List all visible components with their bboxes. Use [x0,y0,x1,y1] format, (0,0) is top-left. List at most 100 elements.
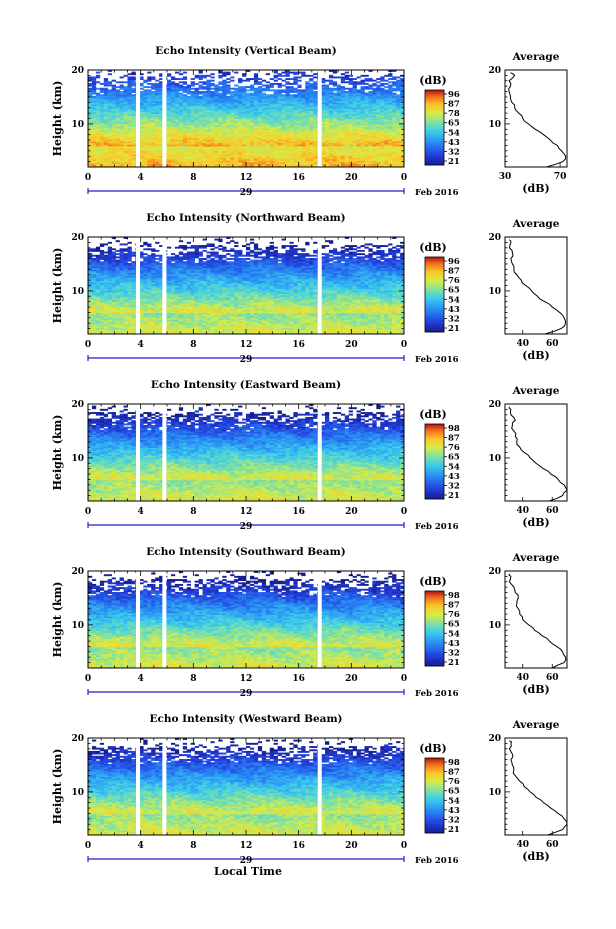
heatmap-cell [95,145,101,148]
heatmap-cell [257,141,263,144]
heatmap-cell [281,145,286,148]
heatmap-cell [253,144,259,147]
heatmap-cell [143,150,148,153]
heatmap-cell [198,154,203,156]
heatmap-cell [174,145,180,148]
heatmap-cell [301,89,306,92]
heatmap-cell [194,162,199,165]
heatmap-cell [214,145,219,148]
heatmap-cell [182,144,188,147]
heatmap-cell [257,155,263,158]
heatmap-cell [155,141,160,144]
heatmap-cell [285,152,290,155]
heatmap-cell [265,165,270,168]
heatmap-cell [222,152,227,155]
heatmap-cell [238,158,243,161]
heatmap-cell [277,160,282,163]
heatmap-cell [257,144,263,147]
heatmap-cell [186,162,191,165]
heatmap-cell [384,163,389,166]
heatmap-cell [186,95,191,98]
heatmap-cell [99,162,105,165]
heatmap-cell [190,136,195,139]
heatmap-cell [99,160,105,163]
heatmap-cell [115,81,120,84]
heatmap-cell [360,163,365,166]
heatmap-cell [170,147,176,150]
heatmap-cell [285,86,290,89]
heatmap-cell [281,163,286,166]
heatmap-cell [210,158,215,161]
heatmap-cell [352,165,357,168]
heatmap-cell [202,155,207,158]
heatmap-cell [139,165,144,168]
heatmap-cell [174,163,180,166]
heatmap-cell [360,141,365,144]
profile-title: Average [512,51,560,63]
heatmap-cell [186,165,191,168]
heatmap-cell [91,139,97,142]
heatmap-cell [99,154,105,156]
heatmap-cell [246,154,251,156]
heatmap-cell [123,86,128,89]
heatmap-cell [202,152,207,155]
heatmap-cell [348,152,353,155]
heatmap-cell [218,81,223,84]
heatmap-cell [178,81,184,84]
heatmap-cell [167,144,172,147]
heatmap-cell [265,162,270,165]
heatmap-cell [95,147,101,150]
heatmap-cell [273,154,278,156]
heatmap-cell [388,142,393,145]
heatmap-cell [95,139,101,142]
heatmap-cell [340,162,346,165]
heatmap-cell [388,78,393,80]
heatmap-cell [202,149,207,152]
heatmap-cell [261,147,267,150]
heatmap-cell [265,147,270,150]
heatmap-cell [293,145,298,148]
heatmap-cell [246,160,251,163]
heatmap-cell [206,139,211,142]
heatmap-cell [206,144,211,147]
heatmap-cell [309,162,314,165]
x-tick-label: 12 [240,173,253,183]
heatmap-cell [285,163,290,166]
heatmap-cell [273,158,278,161]
heatmap-cell [321,152,326,155]
heatmap-cell [380,157,385,160]
heatmap-cell [336,154,342,156]
heatmap-cell [88,165,93,168]
heatmap-cell [206,74,211,77]
heatmap-cell [234,137,239,140]
heatmap-cell [372,141,377,144]
heatmap-cell [182,152,188,155]
heatmap-cell [99,139,105,142]
heatmap-cell [269,154,274,156]
heatmap-cell [194,142,199,145]
heatmap-cell [396,155,401,158]
heatmap-cell [360,144,365,147]
heatmap-cell [392,141,397,144]
heatmap-cell [364,158,369,161]
heatmap-cell [226,160,231,163]
heatmap-cell [242,86,247,89]
heatmap-cell [313,160,318,163]
data-gap [162,70,167,167]
heatmap-cell [257,154,263,156]
colorbar-segment [425,148,444,151]
colorbar-segment [425,140,444,143]
heatmap-cell [380,149,385,152]
x-tick-label: 16 [292,173,305,183]
heatmap-cell [301,71,306,74]
heatmap-cell [178,141,184,144]
heatmap-cell [360,74,365,77]
heatmap-cell [95,160,101,163]
heatmap-cell [249,144,255,147]
heatmap-cell [297,79,302,82]
heatmap-cell [127,73,132,76]
heatmap-cell [178,142,184,145]
heatmap-cell [246,92,251,95]
heatmap-cell [151,154,156,156]
heatmap-cell [309,144,314,147]
